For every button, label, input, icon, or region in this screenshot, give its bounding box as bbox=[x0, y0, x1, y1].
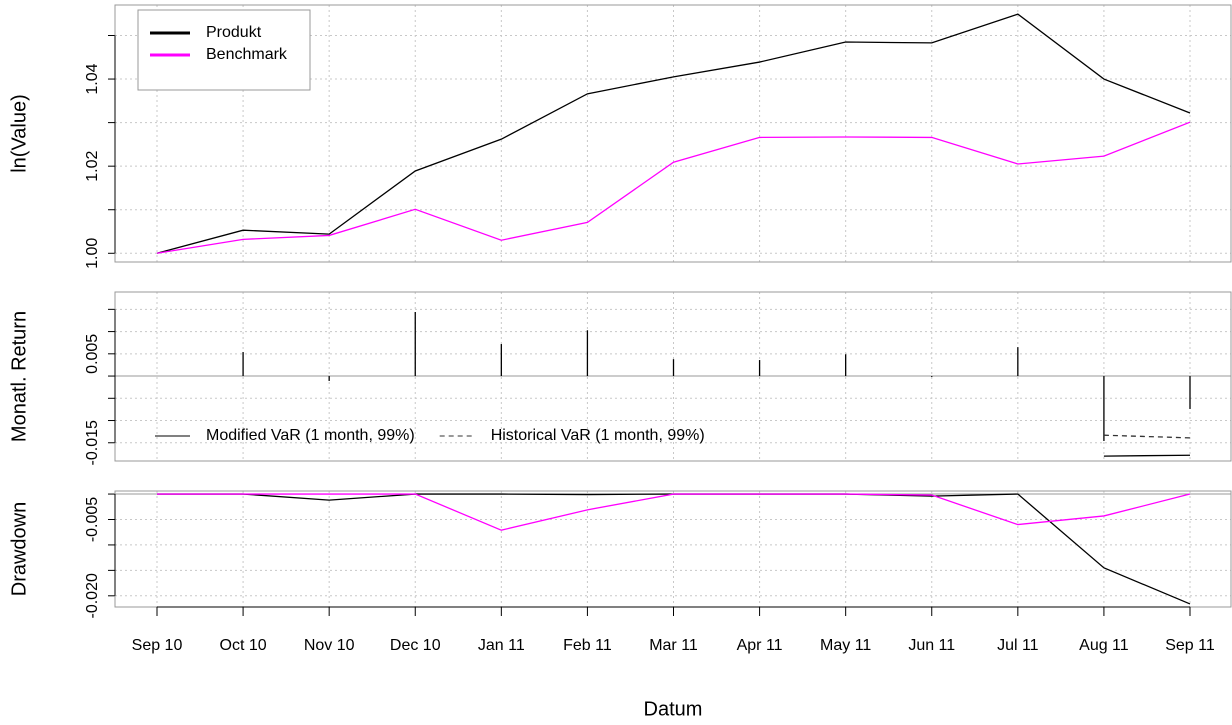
legend-label: Benchmark bbox=[206, 46, 288, 63]
x-tick-label: Apr 11 bbox=[737, 637, 783, 654]
y-axis-label: Monatl. Return bbox=[8, 311, 30, 442]
x-tick-label: Jul 11 bbox=[997, 637, 1039, 654]
x-tick-label: Jan 11 bbox=[478, 637, 525, 654]
x-tick-label: Mar 11 bbox=[649, 637, 698, 654]
series-line bbox=[1103, 454, 1191, 457]
y-tick-label: 1.00 bbox=[84, 238, 101, 269]
legend-label: Historical VaR (1 month, 99%) bbox=[491, 427, 705, 444]
y-tick-label: 0.005 bbox=[84, 334, 101, 374]
x-axis-label: Datum bbox=[644, 698, 703, 720]
series-line bbox=[157, 493, 1191, 531]
series-line bbox=[1103, 434, 1191, 439]
y-tick-label: -0.015 bbox=[84, 420, 101, 465]
x-tick-label: Jun 11 bbox=[908, 637, 955, 654]
legend-box bbox=[137, 9, 311, 91]
y-tick-label: -0.020 bbox=[84, 573, 101, 618]
x-tick-label: May 11 bbox=[820, 637, 871, 654]
x-tick-label: Sep 10 bbox=[132, 637, 183, 654]
x-tick-label: Feb 11 bbox=[563, 637, 612, 654]
x-tick-label: Sep 11 bbox=[1165, 637, 1215, 654]
series-line bbox=[156, 13, 1191, 254]
plot-frame bbox=[114, 490, 1232, 608]
x-tick-label: Aug 11 bbox=[1079, 637, 1129, 654]
legend-label: Modified VaR (1 month, 99%) bbox=[206, 427, 415, 444]
y-axis-label: ln(Value) bbox=[8, 94, 30, 173]
x-tick-label: Oct 10 bbox=[220, 637, 267, 654]
legend-label: Produkt bbox=[206, 24, 262, 41]
series-line bbox=[156, 121, 1191, 254]
y-tick-label: 1.02 bbox=[84, 150, 101, 181]
y-tick-label: 1.04 bbox=[84, 63, 101, 94]
y-axis-label: Drawdown bbox=[8, 502, 30, 596]
x-tick-label: Dec 10 bbox=[390, 637, 441, 654]
y-tick-label: -0.005 bbox=[84, 497, 101, 542]
x-tick-label: Nov 10 bbox=[304, 637, 355, 654]
